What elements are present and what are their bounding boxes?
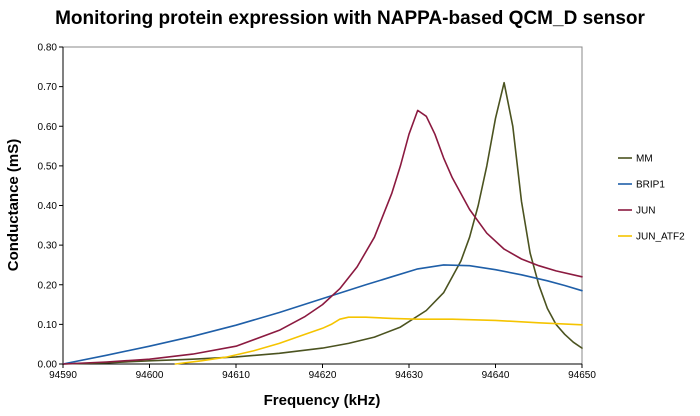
- x-tick-label: 94610: [222, 370, 250, 381]
- x-tick-label: 94630: [395, 370, 423, 381]
- plot-frame: [62, 46, 583, 365]
- y-tick-label: 0.10: [38, 320, 58, 331]
- y-tick-label: 0.40: [38, 201, 58, 212]
- y-tick-label: 0.30: [38, 241, 58, 252]
- y-axis-title: Conductance (mS): [5, 139, 22, 272]
- series-line-jun-atf2: [174, 316, 583, 365]
- series-line-brip1: [62, 264, 583, 365]
- x-tick-label: 94640: [482, 370, 510, 381]
- legend-label: JUN: [636, 206, 655, 217]
- y-tick-label: 0.80: [38, 43, 58, 54]
- chart-title: Monitoring protein expression with NAPPA…: [55, 8, 645, 29]
- x-tick-label: 94620: [309, 370, 337, 381]
- legend-label: MM: [636, 154, 653, 165]
- x-tick-label: 94600: [136, 370, 164, 381]
- y-tick-label: 0.00: [38, 360, 58, 371]
- series-line-jun: [62, 109, 583, 365]
- y-tick-label: 0.60: [38, 122, 58, 133]
- x-tick-label: 94650: [568, 370, 596, 381]
- y-tick-label: 0.20: [38, 280, 58, 291]
- series-line-mm: [62, 81, 583, 365]
- x-tick-label: 94590: [49, 370, 77, 381]
- y-tick-label: 0.50: [38, 161, 58, 172]
- legend-label: BRIP1: [636, 180, 665, 191]
- legend-label: JUN_ATF2: [636, 232, 685, 243]
- y-tick-label: 0.70: [38, 82, 58, 93]
- x-axis-title: Frequency (kHz): [264, 392, 381, 409]
